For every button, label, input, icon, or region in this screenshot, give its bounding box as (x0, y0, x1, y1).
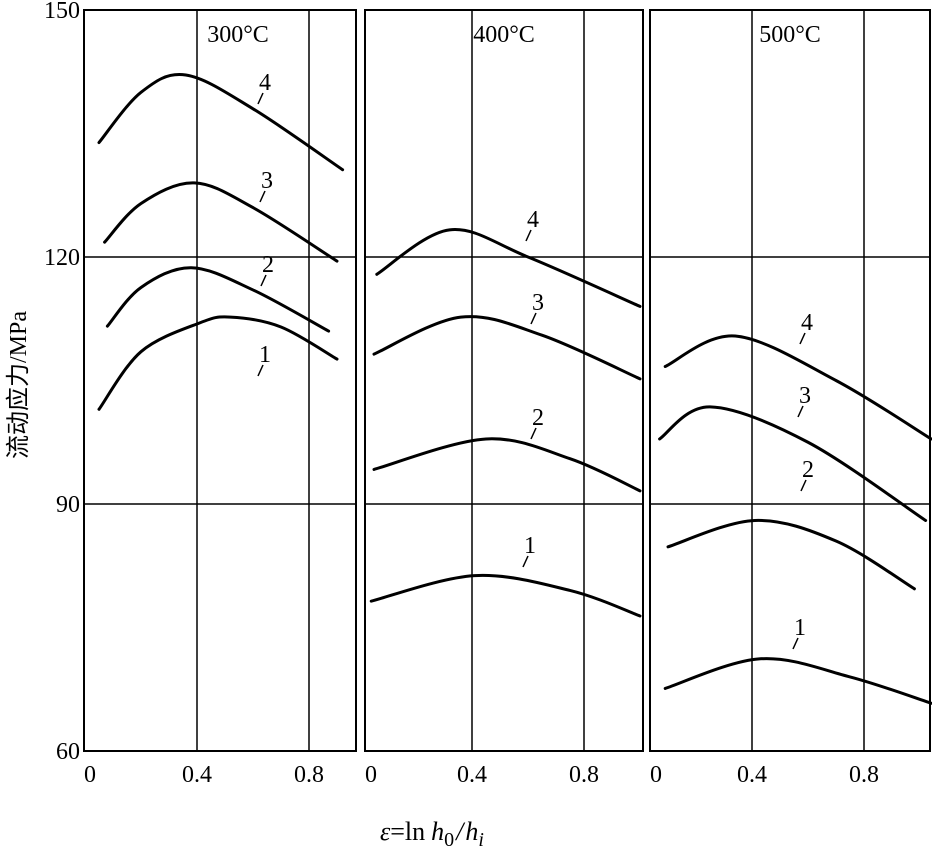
series-line-2 (372, 437, 642, 493)
series-line-1 (97, 315, 339, 411)
series-label-leader (530, 427, 537, 440)
x-tick-label: 0.4 (182, 762, 212, 788)
x-axis-label-slash: / (454, 817, 466, 846)
series-label-2: 2 (802, 457, 814, 483)
y-tick-label: 90 (56, 492, 80, 518)
series-label-leader (260, 274, 267, 287)
panel-2: 0 0.4 0.8 400°C 1 2 3 4 (364, 9, 644, 788)
series-line-4 (375, 228, 642, 308)
x-axis-label-eps: ε (380, 817, 391, 846)
series-label-leader (800, 479, 807, 492)
x-tick-label: 0.8 (849, 762, 879, 788)
panel-frame (83, 9, 357, 752)
panel-frame (364, 9, 644, 752)
series-line-1 (663, 657, 932, 705)
series-label-1: 1 (524, 533, 536, 559)
series-label-leader (257, 92, 264, 105)
series-label-leader (525, 229, 532, 242)
y-tick-label: 150 (44, 0, 80, 24)
x-axis-label-sub0: 0 (444, 829, 454, 851)
x-axis-label-h2: h (465, 817, 478, 846)
x-tick-label: 0 (365, 762, 377, 788)
panel-title: 500°C (759, 22, 821, 48)
y-tick-label: 60 (56, 739, 80, 765)
series-label-4: 4 (259, 70, 271, 96)
series-line-3 (103, 181, 339, 263)
series-label-2: 2 (262, 252, 274, 278)
x-axis-label-ln: ln (405, 817, 425, 846)
series-label-leader (799, 332, 806, 345)
x-tick-label: 0.8 (569, 762, 599, 788)
x-axis-label: ε=ln h0/hi (380, 817, 484, 851)
series-label-leader (259, 190, 266, 203)
x-axis-label-eq: = (390, 817, 405, 846)
series-line-1 (369, 573, 642, 618)
series-line-2 (105, 266, 331, 333)
series-line-3 (372, 315, 642, 381)
panel-1: 0 0.4 0.8 300°C 1 2 3 4 (83, 9, 357, 788)
series-line-4 (97, 73, 345, 172)
y-tick-label: 120 (44, 245, 80, 271)
series-line-2 (666, 518, 916, 591)
series-label-leader (257, 364, 264, 377)
x-axis-label-h: h (431, 817, 444, 846)
series-label-4: 4 (527, 207, 539, 233)
series-label-leader (522, 555, 529, 568)
series-label-1: 1 (794, 615, 806, 641)
series-label-1: 1 (259, 342, 271, 368)
series-label-2: 2 (532, 405, 544, 431)
series-label-leader (792, 637, 799, 650)
panel-title: 400°C (473, 22, 535, 48)
y-axis-label: 流动应力/MPa (5, 311, 32, 459)
panel-frame (649, 9, 931, 752)
series-label-3: 3 (532, 290, 544, 316)
x-tick-label: 0 (650, 762, 662, 788)
x-tick-label: 0.4 (457, 762, 487, 788)
series-label-leader (797, 405, 804, 418)
panel-title: 300°C (207, 22, 269, 48)
series-line-3 (658, 405, 928, 522)
panel-3: 0 0.4 0.8 500°C 1 2 3 4 (649, 9, 932, 788)
series-label-4: 4 (801, 310, 813, 336)
x-axis-label-subi: i (478, 829, 484, 851)
series-label-3: 3 (799, 383, 811, 409)
series-label-3: 3 (261, 168, 273, 194)
x-tick-label: 0.8 (294, 762, 324, 788)
x-tick-label: 0.4 (737, 762, 767, 788)
series-label-leader (530, 312, 537, 325)
series-line-4 (663, 334, 932, 441)
x-tick-label: 0 (84, 762, 96, 788)
